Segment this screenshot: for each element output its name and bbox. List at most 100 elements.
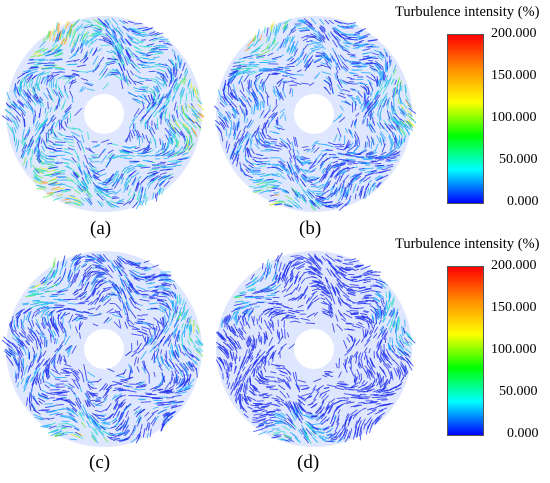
vector-streak [117,41,123,51]
vector-streak [293,74,304,76]
vector-streak [25,340,31,346]
vector-streak [151,409,159,415]
vector-streak [49,391,60,394]
vector-streak [302,38,308,41]
vector-streak [172,82,178,91]
vector-streak [73,273,77,283]
vector-streak [124,306,129,316]
vector-streak [120,36,127,45]
vector-streak [119,285,123,293]
vector-streak [135,381,142,385]
vector-streak [336,164,345,168]
vector-streak [111,291,120,297]
vector-streak [29,290,40,294]
vector-streak [349,34,360,37]
vector-streak [140,423,143,431]
vector-streak [172,300,175,310]
vector-streak [252,91,258,99]
vector-streak [315,192,325,194]
vector-streak [360,373,363,380]
vector-streak [84,278,88,286]
vector-streak [38,394,49,399]
vector-streak [393,321,397,329]
vector-streak [296,158,305,165]
vector-streak [70,259,75,269]
flow-field-disk-d [215,251,416,447]
vector-streak [238,335,244,341]
vector-streak [225,322,228,330]
vector-streak [232,351,235,361]
vector-streak [388,115,394,122]
vector-streak [63,399,72,404]
vector-streak [362,119,364,125]
vector-streak [113,155,123,159]
vector-streak [235,371,240,381]
vector-streak [383,379,389,389]
vector-streak [118,319,122,329]
vector-streak [187,361,192,366]
vector-streak [233,113,237,119]
vector-streak [43,140,48,149]
vector-streak [90,154,99,156]
vector-streak [264,90,270,98]
vector-streak [309,167,317,173]
vector-streak [164,40,170,43]
vector-streak [174,338,177,347]
vector-streak [152,50,158,53]
vector-streak [32,346,35,352]
vector-streak [10,320,13,328]
vector-streak [37,310,43,315]
vector-streak [121,268,128,277]
vector-streak [243,125,247,131]
vector-streak [368,59,374,62]
vector-streak [313,59,322,64]
vector-streak [28,58,34,61]
vector-streak [346,94,353,97]
vector-streak [74,108,83,116]
vector-streak [148,125,152,132]
vector-streak [388,310,393,316]
vector-streak [56,260,59,268]
vector-streak [48,181,58,186]
vector-streak [115,372,126,377]
vector-streak [102,288,111,293]
vector-streak [256,139,263,146]
vector-streak [148,149,154,154]
vector-streak [92,33,102,36]
vector-streak [195,349,204,357]
vector-streak [309,82,315,87]
vector-streak [126,52,132,62]
vector-streak [25,376,29,384]
vector-streak [159,180,165,187]
vector-streak [382,71,386,81]
vector-streak [321,419,328,425]
vector-streak [125,75,129,82]
vector-streak [127,154,136,157]
vector-streak [265,36,269,44]
vector-streak [175,346,180,356]
vector-streak [39,332,44,338]
vector-streak [154,138,157,149]
vector-streak [27,139,32,148]
vector-streak [242,373,248,383]
vector-streak [163,406,170,409]
vector-streak [373,326,378,333]
vector-streak [327,405,330,410]
vector-streak [162,301,169,306]
vector-streak [187,103,191,109]
vector-streak [165,390,173,393]
vector-streak [280,188,289,194]
vector-streak [322,168,326,174]
vector-streak [181,351,186,356]
vector-streak [375,65,383,74]
vector-streak [226,314,231,322]
vector-streak [191,358,197,364]
vector-streak [8,349,16,358]
vector-streak [187,352,194,358]
vector-streak [338,182,342,192]
vector-streak [395,316,399,327]
vector-streak [365,276,371,279]
vector-streak [112,172,118,182]
vector-streak [108,180,115,186]
vector-streak [89,192,93,198]
